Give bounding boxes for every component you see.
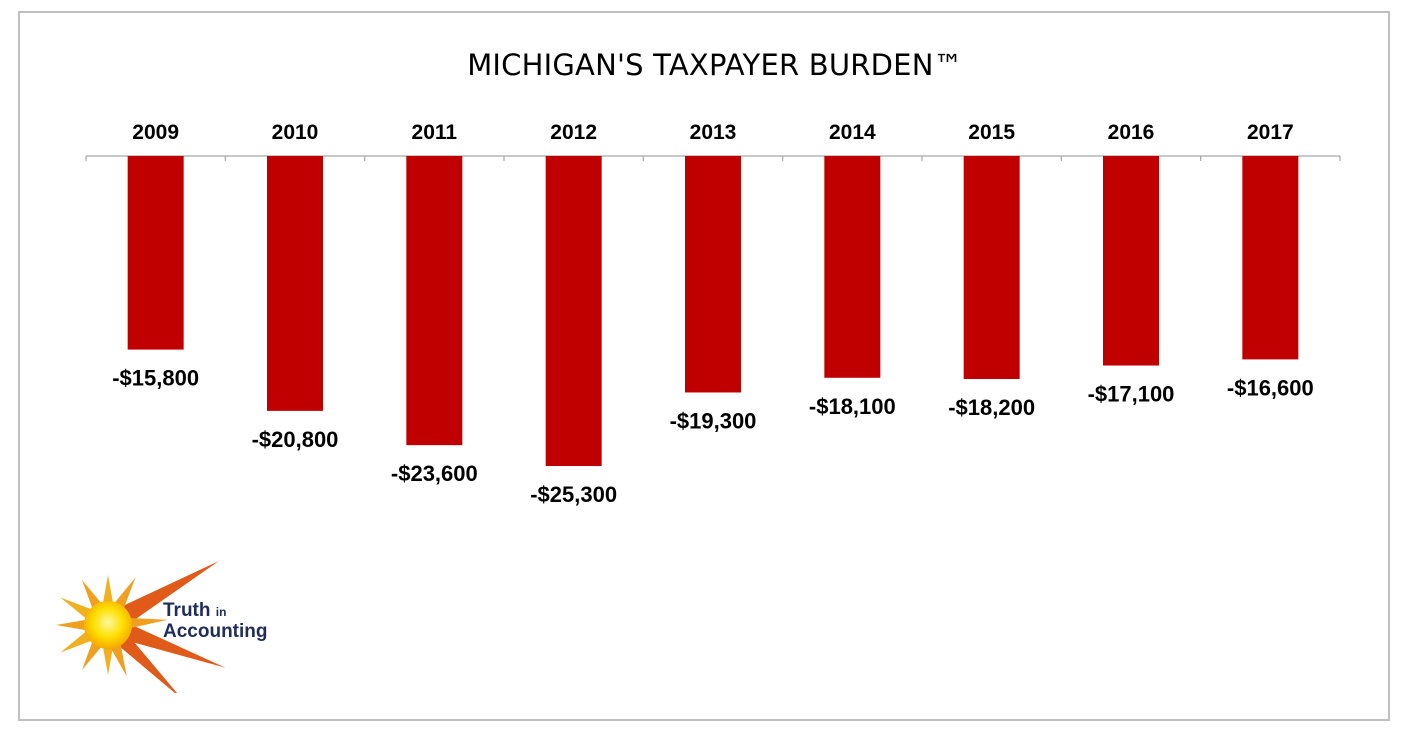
data-label-2013: -$19,300	[670, 408, 757, 433]
data-label-2014: -$18,100	[809, 394, 896, 419]
category-tick-labels: 2009 2010 2011 2012 2013 2014 2015 2016 2017	[132, 121, 1293, 144]
category-label-2014: 2014	[829, 121, 876, 144]
data-label-2010: -$20,800	[252, 427, 339, 452]
category-label-2009: 2009	[132, 121, 179, 144]
category-label-2012: 2012	[550, 121, 597, 144]
category-label-2010: 2010	[272, 121, 319, 144]
sun-ray	[102, 561, 219, 635]
category-label-2015: 2015	[968, 121, 1015, 144]
category-label-2017: 2017	[1247, 121, 1294, 144]
bar-2013	[685, 156, 741, 393]
bar-2015	[963, 156, 1020, 380]
data-label-2016: -$17,100	[1088, 382, 1175, 407]
data-label-2011: -$23,600	[391, 461, 478, 486]
bar-2017	[1242, 156, 1299, 360]
bar-2010	[267, 156, 323, 411]
category-label-2016: 2016	[1108, 121, 1155, 144]
data-label-2009: -$15,800	[112, 366, 199, 391]
bar-2016	[1103, 156, 1159, 366]
bars	[127, 156, 1299, 466]
bar-2014	[824, 156, 881, 378]
data-labels: -$15,800 -$20,800 -$23,600 -$25,300 -$19,300…	[112, 366, 1314, 507]
category-label-2011: 2011	[412, 121, 458, 144]
data-label-2015: -$18,200	[948, 395, 1035, 420]
chart-title: MICHIGAN'S TAXPAYER BURDEN™	[467, 48, 963, 82]
bar-2011	[406, 156, 463, 446]
bar-2012	[545, 156, 602, 466]
data-label-2012: -$25,300	[530, 482, 617, 507]
logo-word-in: in	[215, 605, 227, 619]
logo-word-accounting: Accounting	[163, 621, 268, 642]
truth-in-accounting-logo: Truth in Accounting	[50, 558, 310, 700]
category-label-2013: 2013	[690, 121, 737, 144]
bar-2009	[127, 156, 184, 350]
logo-word-truth: Truth	[163, 600, 211, 621]
sun-icon	[56, 561, 226, 700]
data-label-2017: -$16,600	[1227, 375, 1314, 400]
sun-ray	[104, 615, 226, 668]
